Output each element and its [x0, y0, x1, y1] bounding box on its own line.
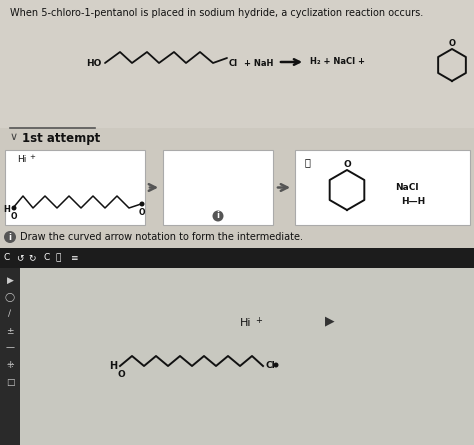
Text: HO: HO [87, 58, 102, 68]
Text: H: H [109, 361, 117, 371]
Text: ∨: ∨ [10, 132, 18, 142]
Text: i: i [217, 211, 219, 221]
Text: 🔒: 🔒 [304, 157, 310, 167]
Text: ↺: ↺ [16, 254, 24, 263]
Text: ▶: ▶ [325, 314, 335, 327]
Text: NaCl: NaCl [395, 183, 419, 193]
Text: +: + [29, 154, 35, 160]
Text: —: — [6, 344, 15, 352]
Text: C: C [4, 254, 10, 263]
Text: Hi: Hi [240, 318, 252, 328]
Circle shape [273, 363, 279, 368]
Text: H₂ + NaCl +: H₂ + NaCl + [310, 57, 365, 66]
Text: Draw the curved arrow notation to form the intermediate.: Draw the curved arrow notation to form t… [20, 232, 303, 242]
Text: ∕: ∕ [9, 310, 11, 319]
Text: 🔍: 🔍 [56, 254, 61, 263]
Text: Cl: Cl [229, 58, 238, 68]
Text: i: i [9, 232, 11, 242]
Circle shape [212, 210, 224, 222]
Text: ↻: ↻ [28, 254, 36, 263]
Bar [163, 150, 273, 225]
Text: +: + [255, 316, 262, 325]
Circle shape [11, 206, 17, 210]
Text: ◯: ◯ [5, 292, 15, 302]
Text: O: O [117, 370, 125, 379]
Circle shape [139, 202, 145, 206]
Text: O: O [448, 39, 456, 48]
Text: ⁜: ⁜ [6, 360, 14, 369]
Text: O: O [139, 208, 145, 217]
Text: C: C [44, 254, 50, 263]
Text: O: O [343, 160, 351, 169]
Bar [0, 268, 20, 445]
Text: ▶: ▶ [7, 275, 13, 284]
Text: ±: ± [6, 327, 14, 336]
Text: Hi: Hi [17, 155, 27, 164]
Circle shape [4, 231, 16, 243]
Text: H: H [3, 206, 10, 214]
Text: ≡: ≡ [70, 254, 78, 263]
Bar [295, 150, 470, 225]
Bar [5, 150, 145, 225]
Text: + NaH: + NaH [244, 58, 273, 68]
Bar [0, 248, 474, 268]
Text: 1st attempt: 1st attempt [22, 132, 100, 145]
Text: □: □ [6, 377, 14, 387]
Text: When 5-chloro-1-pentanol is placed in sodium hydride, a cyclization reaction occ: When 5-chloro-1-pentanol is placed in so… [10, 8, 423, 18]
Text: O: O [11, 212, 17, 221]
Bar [20, 268, 474, 445]
Text: Cl: Cl [266, 361, 276, 371]
Text: H—H: H—H [401, 198, 425, 206]
Bar [0, 0, 474, 128]
